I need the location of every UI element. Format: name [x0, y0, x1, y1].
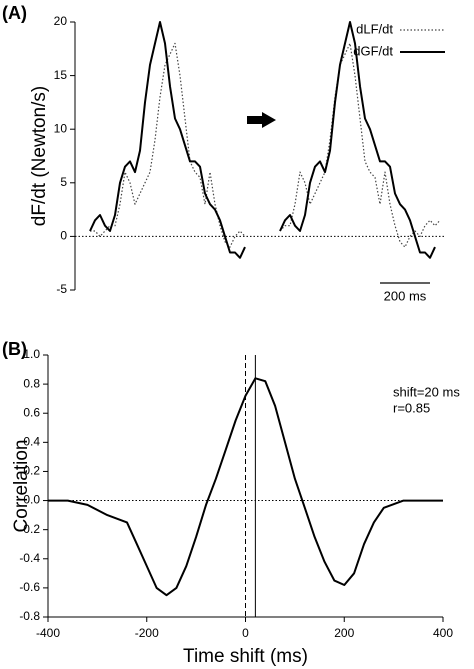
y-tick-label: 5: [60, 175, 67, 189]
y-tick-label: 0.0: [23, 493, 40, 507]
legend-label: dLF/dt: [356, 21, 393, 36]
annotation: shift=20 ms: [393, 384, 460, 399]
x-tick-label: 400: [433, 626, 453, 640]
y-tick-label: 1.0: [23, 347, 40, 361]
series-line: [89, 21, 436, 259]
x-tick-label: 200: [334, 626, 354, 640]
y-tick-label: 0.2: [23, 464, 40, 478]
annotation: r=0.85: [393, 400, 430, 415]
y-axis-label: Correlation: [11, 440, 32, 533]
y-tick-label: 10: [54, 121, 68, 135]
y-tick-label: -0.4: [19, 551, 40, 565]
y-tick-label: 15: [54, 68, 68, 82]
x-tick-label: 0: [242, 626, 249, 640]
y-tick-label: 0.8: [23, 376, 40, 390]
y-tick-label: 0.4: [23, 435, 40, 449]
y-tick-label: -0.8: [19, 609, 40, 623]
y-tick-label: 20: [54, 14, 68, 28]
legend-label: dGF/dt: [353, 43, 393, 58]
y-tick-label: 0: [60, 229, 67, 243]
y-tick-label: -0.6: [19, 580, 40, 594]
shift-arrow: [247, 112, 276, 128]
panel-label: (B): [2, 339, 27, 359]
y-tick-label: -0.2: [19, 522, 40, 536]
y-tick-label: 0.6: [23, 405, 40, 419]
series-line: [90, 42, 441, 248]
x-tick-label: -200: [135, 626, 159, 640]
x-axis-label: Time shift (ms): [183, 646, 308, 667]
panel-label: (A): [2, 3, 27, 23]
series-line: [48, 377, 443, 597]
y-axis-label: dF/dt (Newton/s): [29, 86, 50, 226]
scale-bar-label: 200 ms: [384, 288, 427, 303]
x-tick-label: -400: [36, 626, 60, 640]
y-tick-label: -5: [56, 282, 67, 296]
